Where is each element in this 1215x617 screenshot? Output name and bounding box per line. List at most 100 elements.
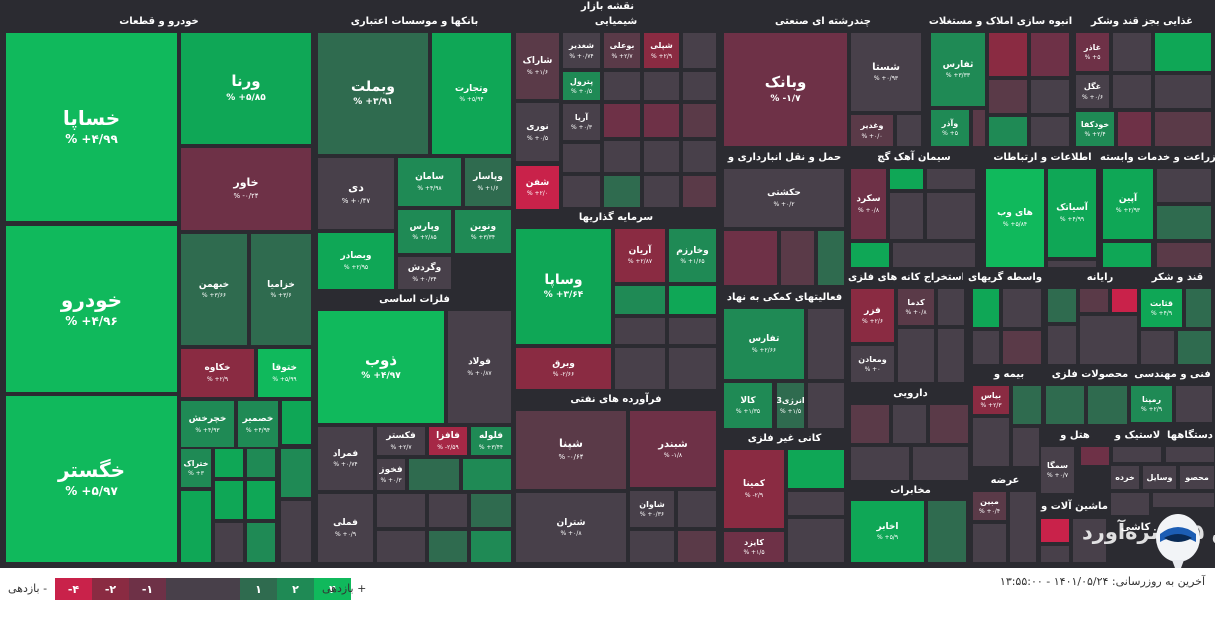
stock-cell[interactable]: خساپا% +۴/۹۹ bbox=[5, 32, 178, 222]
stock-cell[interactable]: بیاس % +۲/۳ bbox=[972, 385, 1010, 415]
stock-tile[interactable] bbox=[926, 192, 976, 240]
stock-cell[interactable]: آریا % +۰/۳ bbox=[562, 103, 601, 141]
stock-tile[interactable] bbox=[1030, 32, 1070, 77]
stock-cell[interactable]: وخارزم % +۱/۶۵ bbox=[668, 228, 717, 283]
stock-cell[interactable]: وبصادر% +۲/۹۵ bbox=[317, 232, 395, 290]
stock-cell[interactable]: شاوان % +۰/۳۶ bbox=[629, 490, 675, 528]
stock-tile[interactable] bbox=[889, 192, 924, 240]
stock-tile[interactable] bbox=[629, 530, 675, 563]
stock-tile[interactable] bbox=[1009, 491, 1037, 563]
stock-tile[interactable] bbox=[988, 79, 1028, 114]
stock-tile[interactable] bbox=[408, 458, 460, 491]
stock-tile[interactable] bbox=[850, 446, 910, 481]
stock-tile[interactable] bbox=[682, 71, 717, 101]
stock-tile[interactable] bbox=[603, 103, 641, 138]
stock-cell[interactable]: خبهمن % +۳/۶۶ bbox=[180, 233, 248, 346]
stock-tile[interactable] bbox=[1112, 32, 1152, 72]
stock-tile[interactable] bbox=[1117, 111, 1152, 147]
stock-tile[interactable] bbox=[1012, 427, 1040, 467]
stock-cell[interactable]: خودکفا % +۲/۴ bbox=[1075, 111, 1115, 147]
stock-cell[interactable]: های وب% +۵/۸۴ bbox=[985, 168, 1045, 268]
stock-tile[interactable] bbox=[376, 493, 426, 528]
stock-cell[interactable]: پترول % +۰/۵ bbox=[562, 71, 601, 101]
stock-tile[interactable] bbox=[1030, 116, 1070, 147]
stock-tile[interactable] bbox=[614, 317, 666, 345]
stock-cell[interactable]: وپارس % +۲/۸۵ bbox=[397, 209, 452, 254]
stock-tile[interactable] bbox=[376, 530, 426, 563]
stock-cell[interactable]: فزر % +۲/۶ bbox=[850, 288, 895, 343]
stock-tile[interactable] bbox=[896, 114, 922, 147]
stock-tile[interactable] bbox=[1185, 288, 1212, 328]
stock-cell[interactable]: فکستر% +۲/۷ bbox=[376, 426, 426, 456]
stock-tile[interactable] bbox=[1154, 111, 1212, 147]
stock-tile[interactable] bbox=[614, 347, 666, 390]
stock-cell[interactable]: وسایل bbox=[1142, 465, 1177, 490]
stock-cell[interactable]: وتجارت % +۵/۹۴ bbox=[431, 32, 512, 155]
stock-tile[interactable] bbox=[926, 168, 976, 190]
stock-tile[interactable] bbox=[1112, 446, 1162, 463]
stock-tile[interactable] bbox=[562, 175, 601, 208]
stock-tile[interactable] bbox=[1002, 330, 1042, 365]
stock-cell[interactable]: اخابر % +۵/۹ bbox=[850, 500, 925, 563]
stock-cell[interactable]: فملی% +۰/۹ bbox=[317, 493, 374, 563]
stock-cell[interactable]: کدما % +۰/۸ bbox=[897, 288, 935, 326]
stock-cell[interactable]: محصو bbox=[1179, 465, 1215, 490]
stock-tile[interactable] bbox=[937, 288, 965, 326]
stock-cell[interactable]: شستا % +۰/۹۳ bbox=[850, 32, 922, 112]
stock-tile[interactable] bbox=[668, 347, 717, 390]
stock-tile[interactable] bbox=[603, 140, 641, 173]
stock-cell[interactable]: شپنا % -۰/۶۴ bbox=[515, 410, 627, 490]
stock-tile[interactable] bbox=[1140, 330, 1175, 365]
stock-cell[interactable]: خگستر% +۵/۹۷ bbox=[5, 395, 178, 563]
stock-tile[interactable] bbox=[850, 404, 890, 444]
stock-cell[interactable]: آریان % +۲/۸۷ bbox=[614, 228, 666, 283]
stock-tile[interactable] bbox=[1080, 446, 1110, 466]
stock-cell[interactable]: سکرد% +۰/۸ bbox=[850, 168, 887, 240]
stock-cell[interactable]: شاراک% +۱/۶ bbox=[515, 32, 560, 100]
stock-cell[interactable]: حکشتی% +۰/۲ bbox=[723, 168, 845, 228]
stock-cell[interactable]: سمگا % +۰/۷ bbox=[1040, 446, 1075, 494]
stock-tile[interactable] bbox=[1030, 79, 1070, 114]
stock-tile[interactable] bbox=[912, 446, 969, 481]
stock-cell[interactable]: فولاد% +۰/۸۷ bbox=[447, 310, 512, 424]
stock-cell[interactable]: خودرو% +۴/۹۶ bbox=[5, 225, 178, 393]
stock-cell[interactable]: وساپا% +۳/۶۴ bbox=[515, 228, 612, 345]
stock-cell[interactable]: شغدیر% +۰/۷۴ bbox=[562, 32, 601, 69]
stock-tile[interactable] bbox=[180, 490, 212, 563]
stock-tile[interactable] bbox=[1047, 288, 1077, 323]
stock-tile[interactable] bbox=[214, 522, 244, 563]
stock-tile[interactable] bbox=[807, 308, 845, 380]
stock-tile[interactable] bbox=[787, 518, 845, 563]
stock-tile[interactable] bbox=[643, 175, 680, 208]
stock-tile[interactable] bbox=[603, 175, 641, 208]
stock-cell[interactable]: وبانک% -۱/۷ bbox=[723, 32, 848, 147]
stock-tile[interactable] bbox=[603, 71, 641, 101]
stock-tile[interactable] bbox=[462, 458, 512, 491]
stock-tile[interactable] bbox=[246, 522, 276, 563]
stock-cell[interactable]: کالا % +۱/۳۵ bbox=[723, 382, 773, 429]
stock-tile[interactable] bbox=[937, 328, 965, 383]
stock-tile[interactable] bbox=[972, 523, 1007, 563]
stock-tile[interactable] bbox=[614, 285, 666, 315]
stock-cell[interactable]: ختراک % +۳ bbox=[180, 448, 212, 488]
stock-tile[interactable] bbox=[787, 449, 845, 489]
stock-cell[interactable]: کایزد % +۱/۵ bbox=[723, 531, 785, 563]
stock-tile[interactable] bbox=[1040, 545, 1070, 563]
stock-tile[interactable] bbox=[1156, 242, 1212, 268]
stock-tile[interactable] bbox=[1175, 385, 1213, 423]
stock-cell[interactable]: شتران % +۰/۸ bbox=[515, 492, 627, 563]
stock-cell[interactable]: وآذر % +۵ bbox=[930, 109, 970, 147]
stock-tile[interactable] bbox=[817, 230, 845, 286]
stock-tile[interactable] bbox=[281, 400, 312, 445]
stock-cell[interactable]: ورنا% +۵/۸۵ bbox=[180, 32, 312, 145]
stock-cell[interactable]: فلوله% +۳/۴۴ bbox=[470, 426, 512, 456]
stock-tile[interactable] bbox=[682, 32, 717, 69]
stock-tile[interactable] bbox=[246, 480, 276, 520]
stock-tile[interactable] bbox=[1112, 74, 1152, 109]
stock-tile[interactable] bbox=[1079, 315, 1138, 365]
stock-cell[interactable]: غگل% +۰/۶ bbox=[1075, 74, 1110, 109]
stock-tile[interactable] bbox=[1152, 492, 1215, 508]
stock-tile[interactable] bbox=[1165, 446, 1215, 463]
stock-cell[interactable]: سامان% +۴/۹۸ bbox=[397, 157, 462, 207]
stock-tile[interactable] bbox=[1045, 385, 1085, 425]
